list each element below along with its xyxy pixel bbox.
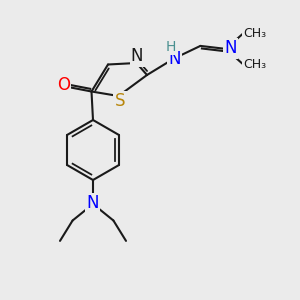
Text: S: S <box>115 92 125 110</box>
Text: N: N <box>86 194 99 212</box>
Text: N: N <box>168 50 181 68</box>
Text: CH₃: CH₃ <box>243 27 266 40</box>
Text: N: N <box>131 47 143 65</box>
Text: O: O <box>57 76 70 94</box>
Text: H: H <box>166 40 176 54</box>
Text: CH₃: CH₃ <box>243 58 266 71</box>
Text: N: N <box>224 39 237 57</box>
